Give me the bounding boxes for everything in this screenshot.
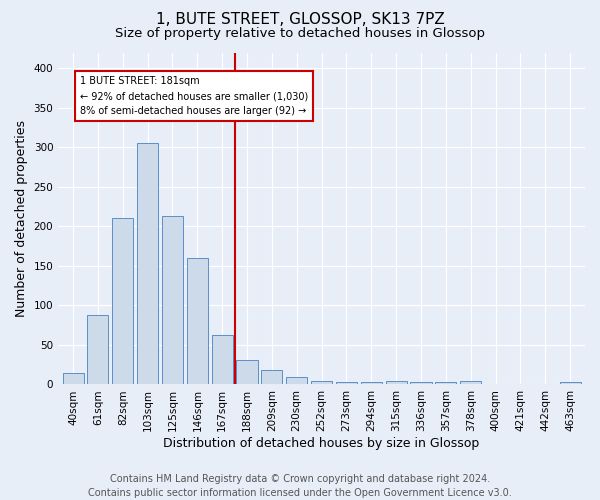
Bar — [162, 216, 183, 384]
Text: 1 BUTE STREET: 181sqm
← 92% of detached houses are smaller (1,030)
8% of semi-de: 1 BUTE STREET: 181sqm ← 92% of detached … — [80, 76, 308, 116]
Bar — [410, 382, 431, 384]
Text: Size of property relative to detached houses in Glossop: Size of property relative to detached ho… — [115, 28, 485, 40]
Bar — [386, 382, 407, 384]
Text: Contains HM Land Registry data © Crown copyright and database right 2024.
Contai: Contains HM Land Registry data © Crown c… — [88, 474, 512, 498]
Bar — [435, 382, 457, 384]
Y-axis label: Number of detached properties: Number of detached properties — [15, 120, 28, 317]
X-axis label: Distribution of detached houses by size in Glossop: Distribution of detached houses by size … — [163, 437, 480, 450]
Bar — [212, 334, 233, 384]
Bar — [286, 378, 307, 384]
Bar — [236, 360, 257, 384]
Bar — [88, 315, 109, 384]
Bar — [311, 380, 332, 384]
Text: 1, BUTE STREET, GLOSSOP, SK13 7PZ: 1, BUTE STREET, GLOSSOP, SK13 7PZ — [155, 12, 445, 28]
Bar — [112, 218, 133, 384]
Bar — [336, 382, 357, 384]
Bar — [460, 382, 481, 384]
Bar — [137, 144, 158, 384]
Bar — [187, 258, 208, 384]
Bar — [560, 382, 581, 384]
Bar — [62, 372, 83, 384]
Bar — [262, 370, 283, 384]
Bar — [361, 382, 382, 384]
